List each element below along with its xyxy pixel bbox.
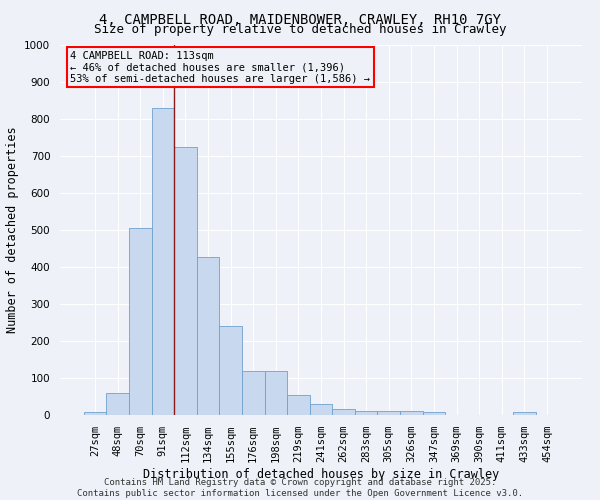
Bar <box>197 256 220 415</box>
Bar <box>220 326 242 415</box>
Text: 4 CAMPBELL ROAD: 113sqm
← 46% of detached houses are smaller (1,396)
53% of semi: 4 CAMPBELL ROAD: 113sqm ← 46% of detache… <box>70 50 370 84</box>
Text: Size of property relative to detached houses in Crawley: Size of property relative to detached ho… <box>94 22 506 36</box>
Bar <box>355 410 377 415</box>
Bar <box>174 147 197 415</box>
Text: Contains HM Land Registry data © Crown copyright and database right 2025.
Contai: Contains HM Land Registry data © Crown c… <box>77 478 523 498</box>
Bar <box>422 412 445 415</box>
Text: 4, CAMPBELL ROAD, MAIDENBOWER, CRAWLEY, RH10 7GY: 4, CAMPBELL ROAD, MAIDENBOWER, CRAWLEY, … <box>99 12 501 26</box>
Bar <box>265 372 287 415</box>
Bar <box>106 393 129 415</box>
Bar <box>129 228 152 415</box>
Y-axis label: Number of detached properties: Number of detached properties <box>5 126 19 334</box>
Bar <box>332 410 355 415</box>
Bar <box>242 372 265 415</box>
Bar <box>400 412 422 415</box>
Bar <box>377 412 400 415</box>
X-axis label: Distribution of detached houses by size in Crawley: Distribution of detached houses by size … <box>143 468 499 481</box>
Bar <box>152 108 174 415</box>
Bar <box>310 404 332 415</box>
Bar <box>513 412 536 415</box>
Bar <box>287 394 310 415</box>
Bar <box>84 412 106 415</box>
